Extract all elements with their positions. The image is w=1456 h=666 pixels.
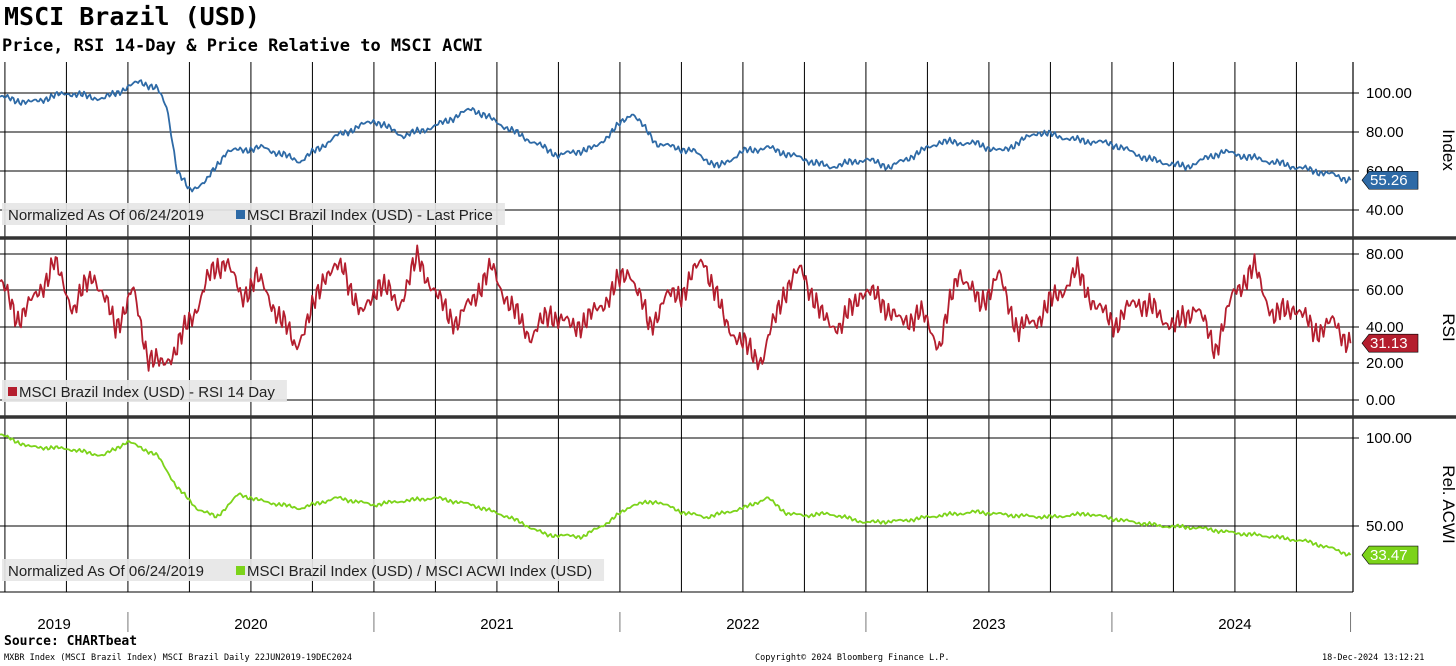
legend-background [2,559,605,581]
x-tick-label: 2019 [37,616,70,633]
y-tick-label: 40.00 [1366,319,1404,336]
x-tick-label: 2021 [480,616,513,633]
series-line-price [0,79,1352,193]
y-tick-label: 50.00 [1366,518,1404,535]
x-tick-label: 2023 [972,616,1005,633]
legend-prefix: Normalized As Of 06/24/2019 [8,207,204,224]
panel-price: 100.0080.0060.0040.0055.26IndexNormalize… [0,79,1456,240]
x-tick-label: 2022 [726,616,759,633]
legend-prefix: Normalized As Of 06/24/2019 [8,563,204,580]
footer-left: MXBR Index (MSCI Brazil Index) MSCI Braz… [4,653,352,663]
legend-series-name: MSCI Brazil Index (USD) - RSI 14 Day [19,384,275,401]
legend-background [2,203,505,225]
last-value-tag [1361,170,1419,190]
x-axis: 2019 2020 2021 2022 2023 2024 [0,591,1353,633]
y-axis-title: Rel. ACWI [1439,465,1456,543]
x-tick-label: 2024 [1218,616,1251,633]
panels: 100.00 80.00 60.00 40.00 55.26 Index Normalize… [0,79,1456,581]
legend-series-name: MSCI Brazil Index (USD) / MSCI ACWI Inde… [247,563,592,580]
last-value-label: 55.26 [1370,172,1408,189]
panel-relative: 100.00 50.00 33.47 Rel. ACWI Normalized As O… [0,430,1456,581]
y-axis-title: RSI [1439,313,1456,341]
last-value-tag [1361,545,1419,565]
last-value-label: 31.13 [1370,335,1408,352]
source-note: Source: CHARTbeat [4,634,138,649]
legend-rsi: MSCI Brazil Index (USD) - RSI 14 Day [2,380,287,402]
chart-title: MSCI Brazil (USD) [4,2,260,31]
y-tick-label: 0.00 [1366,392,1395,409]
y-tick-label: 40.00 [1366,202,1404,219]
y-tick-label: 20.00 [1366,355,1404,372]
legend-swatch [236,566,245,575]
last-value-tag [1361,333,1419,353]
legend-background [2,380,287,402]
panel-rsi: 80.00 60.00 40.00 20.00 0.00 31.13 RSI MSCI Bra… [0,244,1456,419]
y-axis-title: Index [1439,129,1456,171]
legend-price: Normalized As Of 06/24/2019 MSCI Brazil I… [2,203,505,225]
legend-series-name: MSCI Brazil Index (USD) - Last Price [247,207,493,224]
legend-relative: Normalized As Of 06/24/2019 MSCI Brazil I… [2,559,605,581]
chart-subtitle: Price, RSI 14-Day & Price Relative to MS… [2,36,484,56]
last-value-label: 33.47 [1370,547,1408,564]
footer-copyright: Copyright© 2024 Bloomberg Finance L.P. [755,653,950,663]
y-tick-label: 60.00 [1366,282,1404,299]
y-tick-label: 80.00 [1366,246,1404,263]
x-tick-label: 2020 [234,616,267,633]
series-line-relative [0,433,1352,557]
y-tick-label: 100.00 [1366,430,1412,447]
legend-swatch [236,210,245,219]
y-tick-label: 100.00 [1366,85,1412,102]
footer-timestamp: 18-Dec-2024 13:12:21 [1322,653,1425,663]
series-line-rsi [0,244,1352,372]
y-tick-label: 80.00 [1366,124,1404,141]
legend-swatch [8,387,17,396]
